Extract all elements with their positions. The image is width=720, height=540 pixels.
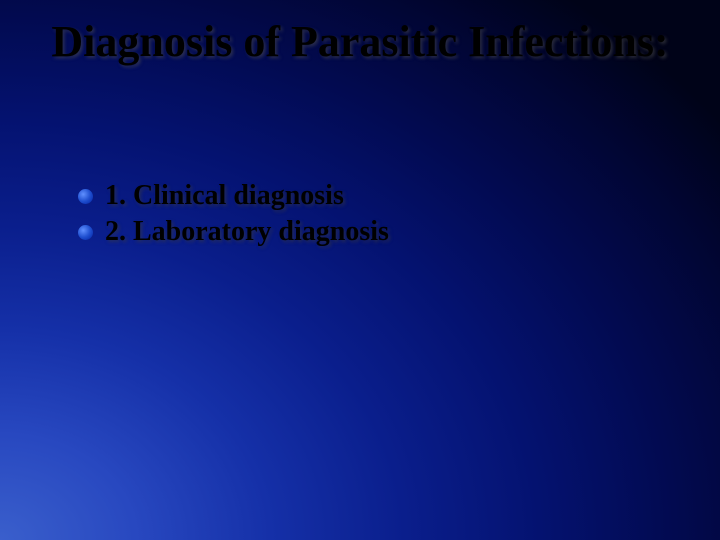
bullet-text: 2. Laboratory diagnosis	[105, 216, 389, 248]
bullet-icon	[78, 225, 93, 240]
bullet-text: 1. Clinical diagnosis	[105, 180, 344, 212]
slide-body: 1. Clinical diagnosis 2. Laboratory diag…	[78, 180, 389, 252]
list-item: 1. Clinical diagnosis	[78, 180, 389, 212]
slide-title: Diagnosis of Parasitic Infections:	[0, 18, 720, 66]
slide: Diagnosis of Parasitic Infections: 1. Cl…	[0, 0, 720, 540]
list-item: 2. Laboratory diagnosis	[78, 216, 389, 248]
bullet-icon	[78, 189, 93, 204]
